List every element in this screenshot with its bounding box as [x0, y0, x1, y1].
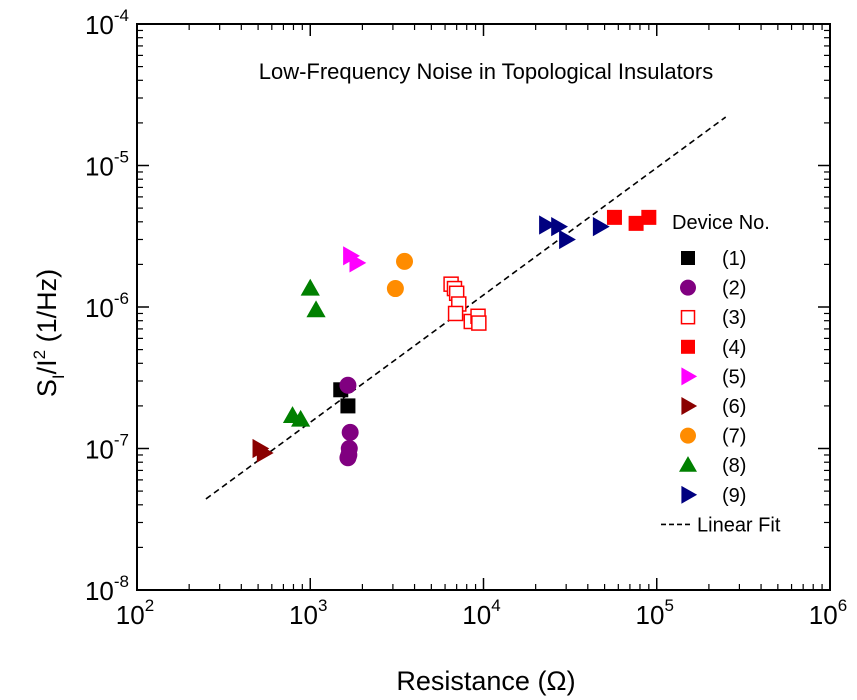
data-point: [471, 315, 487, 331]
data-point: [386, 280, 404, 298]
data-point: [592, 216, 610, 237]
y-label-mid: /I: [32, 359, 62, 374]
x-axis-label: Resistance (Ω): [396, 666, 575, 696]
x-tick-label-exp: 4: [491, 596, 500, 615]
y-label-sup: 2: [30, 350, 49, 359]
x-tick-label-base: 10: [809, 600, 838, 630]
y-tick-label-base: 10: [85, 10, 114, 40]
data-point: [306, 300, 326, 318]
x-tick-label: 104: [462, 596, 500, 630]
legend-label: (7): [722, 426, 746, 448]
legend-item: (1): [681, 248, 746, 270]
series-2: [339, 376, 359, 467]
legend-label: (2): [722, 278, 746, 300]
series-8: [282, 278, 326, 427]
x-tick-label: 102: [116, 596, 154, 630]
legend-marker: [680, 309, 696, 325]
legend-item: (6): [681, 396, 746, 418]
data-point: [447, 305, 464, 322]
data-point: [628, 215, 644, 231]
legend-item: (9): [681, 485, 746, 507]
legend-item: (5): [681, 366, 746, 388]
x-tick-label-base: 10: [462, 600, 491, 630]
data-point: [300, 278, 320, 296]
y-label-sub: I: [49, 374, 68, 379]
y-tick-label-base: 10: [85, 152, 114, 182]
y-tick-label: 10-7: [85, 431, 129, 465]
x-tick-label: 103: [289, 596, 327, 630]
legend: Device No. (1) (2) (3) (4) (5) (6) (7) (8) (9) Li…: [661, 212, 781, 536]
y-tick-label-exp: -8: [114, 572, 129, 591]
y-tick-label-exp: -6: [114, 289, 129, 308]
data-point: [559, 229, 576, 250]
data-point: [396, 252, 414, 270]
x-tick-label-base: 10: [636, 600, 665, 630]
y-tick-label-exp: -7: [114, 431, 129, 450]
data-point: [641, 209, 657, 225]
x-tick-label: 106: [809, 596, 847, 630]
series-4: [606, 209, 657, 231]
data-point: [606, 209, 622, 225]
chart-title: Low-Frequency Noise in Topological Insul…: [259, 59, 714, 84]
y-tick-label-base: 10: [85, 576, 114, 606]
data-point: [339, 449, 357, 467]
legend-marker: [681, 251, 695, 265]
legend-item: (2): [680, 278, 746, 300]
data-point: [340, 398, 356, 414]
legend-item: (8): [679, 455, 746, 477]
x-tick-label-base: 10: [116, 600, 145, 630]
legend-marker: [681, 485, 698, 504]
series-7: [386, 252, 414, 298]
legend-marker: [681, 339, 695, 354]
legend-marker: [681, 367, 698, 386]
legend-title: Device No.: [672, 212, 770, 234]
y-tick-label-base: 10: [85, 435, 114, 465]
data-point: [539, 215, 556, 235]
legend-marker: [680, 427, 696, 444]
y-tick-label-exp: -4: [114, 6, 129, 25]
data-point: [349, 253, 367, 273]
y-tick-label-base: 10: [85, 293, 114, 323]
y-tick-label: 10-6: [85, 289, 129, 323]
legend-item: (3): [680, 307, 746, 329]
x-tick-label-exp: 3: [318, 596, 327, 615]
legend-item: (7): [680, 426, 746, 448]
legend-label: (8): [722, 455, 746, 477]
y-tick-label: 10-5: [85, 148, 129, 182]
x-tick-label-base: 10: [289, 600, 318, 630]
data-point: [341, 423, 359, 441]
legend-fit-label: Linear Fit: [697, 514, 781, 536]
legend-marker: [680, 279, 696, 296]
y-tick-label: 10-4: [85, 6, 129, 40]
legend-label: (6): [722, 396, 746, 418]
legend-marker: [681, 397, 698, 415]
points-layer: [252, 209, 657, 467]
x-tick-label-exp: 5: [664, 596, 673, 615]
legend-label: (5): [722, 366, 746, 388]
y-label-tail: (1/Hz): [32, 269, 62, 350]
series-6: [252, 438, 274, 463]
y-tick-label-exp: -5: [114, 148, 129, 167]
legend-item-fit: Linear Fit: [661, 514, 781, 536]
legend-label: (3): [722, 307, 746, 329]
y-label-main: S: [32, 379, 62, 397]
legend-item: (4): [681, 337, 746, 359]
x-tick-label-exp: 2: [145, 596, 154, 615]
data-point: [256, 443, 274, 463]
legend-marker: [679, 456, 697, 472]
series-3: [443, 276, 487, 331]
x-tick-label-exp: 6: [838, 596, 847, 615]
series-5: [343, 246, 367, 273]
y-axis-label: SI/I2 (1/Hz): [30, 269, 68, 397]
x-tick-label: 105: [636, 596, 674, 630]
legend-label: (1): [722, 248, 746, 270]
legend-label: (4): [722, 337, 746, 359]
legend-label: (9): [722, 485, 746, 507]
y-tick-label: 10-8: [85, 572, 129, 606]
data-point: [291, 409, 311, 427]
data-point: [339, 376, 357, 394]
series-9: [539, 215, 610, 250]
